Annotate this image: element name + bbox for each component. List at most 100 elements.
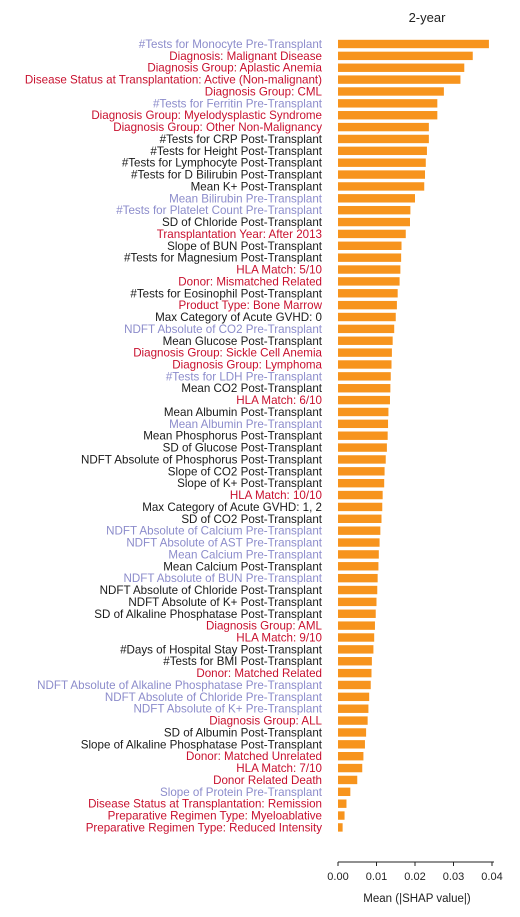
bar (338, 170, 426, 179)
bar (338, 645, 374, 654)
feature-label: Donor Related Death (213, 774, 322, 787)
feature-label: Diagnosis Group: Other Non-Malignancy (113, 121, 322, 134)
feature-label: SD of Glucose Post-Transplant (163, 442, 323, 455)
bar (338, 384, 391, 393)
feature-label: #Days of Hospital Stay Post-Transplant (120, 643, 323, 656)
bar (338, 740, 365, 749)
feature-label: Mean Glucose Post-Transplant (163, 335, 323, 348)
feature-label: NDFT Absolute of Calcium Pre-Transplant (106, 525, 323, 538)
feature-label: Mean Phosphorus Post-Transplant (143, 430, 323, 443)
x-tick-label: 0.01 (366, 871, 387, 883)
feature-label: #Tests for D Bilirubin Post-Transplant (131, 169, 323, 182)
bar (338, 799, 347, 808)
feature-label: Mean Bilirubin Pre-Transplant (169, 192, 323, 205)
bar (338, 573, 378, 583)
bar (338, 289, 398, 298)
bar (338, 562, 379, 571)
feature-label: NDFT Absolute of CO2 Pre-Transplant (124, 323, 323, 336)
feature-label: Mean Calcium Post-Transplant (163, 560, 323, 573)
x-tick-label: 0.02 (404, 871, 425, 883)
feature-label: Preparative Regimen Type: Reduced Intens… (86, 821, 323, 834)
bar (338, 763, 363, 773)
feature-label: Diagnosis Group: ALL (209, 715, 322, 728)
feature-label: #Tests for Platelet Count Pre-Transplant (116, 204, 323, 217)
bar (338, 752, 364, 761)
bar (338, 823, 343, 832)
bar (338, 787, 351, 797)
feature-label: Diagnosis Group: Lymphoma (172, 358, 322, 371)
bar (338, 182, 425, 191)
feature-label: NDFT Absolute of Chloride Post-Transplan… (100, 584, 323, 597)
bar (338, 490, 383, 500)
feature-label: Diagnosis: Malignant Disease (169, 50, 322, 63)
feature-label: #Tests for Ferritin Pre-Transplant (153, 97, 323, 110)
feature-label: Diagnosis Group: Myelodysplastic Syndrom… (91, 109, 322, 122)
feature-label: Slope of CO2 Post-Transplant (168, 465, 323, 478)
bar (338, 597, 377, 607)
feature-label: Diagnosis Group: Aplastic Anemia (147, 62, 322, 75)
bar (338, 241, 402, 250)
bar (338, 265, 401, 274)
bar (338, 372, 391, 381)
panel-title: 2-year (409, 10, 447, 25)
feature-label: Donor: Mismatched Related (178, 275, 322, 288)
feature-label: Slope of BUN Post-Transplant (167, 240, 323, 253)
feature-labels-group: #Tests for Monocyte Pre-TransplantDiagno… (25, 38, 323, 834)
feature-label: NDFT Absolute of K+ Post-Transplant (128, 596, 322, 609)
feature-label: #Tests for Monocyte Pre-Transplant (139, 38, 323, 51)
feature-label: Mean Calcium Pre-Transplant (168, 548, 322, 561)
bar (338, 657, 372, 666)
feature-label: NDFT Absolute of Phosphorus Post-Transpl… (81, 453, 323, 466)
feature-label: SD of Chloride Post-Transplant (162, 216, 323, 229)
bar (338, 194, 415, 203)
feature-label: NDFT Absolute of AST Pre-Transplant (126, 537, 322, 550)
x-tick-label: 0.00 (327, 871, 348, 883)
bar (338, 111, 438, 120)
feature-label: #Tests for Lymphocyte Post-Transplant (122, 157, 323, 170)
x-tick-label: 0.04 (481, 871, 502, 883)
bar (338, 253, 402, 262)
bar (338, 75, 461, 84)
feature-label: #Tests for Eosinophil Post-Transplant (130, 287, 322, 300)
bar (338, 205, 411, 215)
x-axis-ticks: 0.00 0.01 0.02 0.03 0.04 (327, 862, 503, 883)
feature-label: Donor: Matched Related (196, 667, 322, 680)
feature-label: Diagnosis Group: AML (206, 620, 323, 633)
feature-label: Mean Albumin Pre-Transplant (169, 418, 323, 431)
feature-label: SD of CO2 Post-Transplant (181, 513, 322, 526)
feature-label: Slope of Protein Pre-Transplant (160, 786, 323, 799)
x-axis-title: Mean (|SHAP value|) (363, 893, 471, 905)
feature-label: Slope of K+ Post-Transplant (177, 477, 323, 490)
bar (338, 300, 397, 310)
x-tick-label: 0.03 (443, 871, 464, 883)
bar (338, 229, 406, 239)
bar (338, 680, 371, 690)
feature-label: Transplantation Year: After 2013 (157, 228, 322, 241)
bar (338, 775, 358, 785)
bar (338, 716, 368, 725)
bar (338, 63, 465, 72)
bar (338, 99, 438, 108)
feature-label: Preparative Regimen Type: Myeloablative (108, 810, 322, 823)
bar (338, 609, 376, 618)
feature-label: Disease Status at Transplantation: Remis… (88, 798, 322, 811)
bar (338, 146, 427, 156)
bar (338, 467, 385, 476)
feature-label: Mean K+ Post-Transplant (191, 180, 323, 193)
feature-label: #Tests for BMI Post-Transplant (163, 655, 322, 668)
feature-label: NDFT Absolute of K+ Pre-Transplant (134, 703, 323, 716)
bar (338, 395, 390, 405)
feature-label: HLA Match: 10/10 (230, 489, 322, 502)
feature-label: Mean CO2 Post-Transplant (181, 382, 322, 395)
bar (338, 312, 396, 322)
feature-label: Mean Albumin Post-Transplant (164, 406, 323, 419)
bar (338, 811, 345, 820)
bar (338, 455, 386, 464)
bar (338, 550, 379, 559)
feature-label: SD of Alkaline Phosphatase Post-Transpla… (94, 608, 322, 621)
bar (338, 277, 400, 286)
bar (338, 633, 375, 642)
feature-label: NDFT Absolute of Chloride Pre-Transplant (105, 691, 323, 704)
